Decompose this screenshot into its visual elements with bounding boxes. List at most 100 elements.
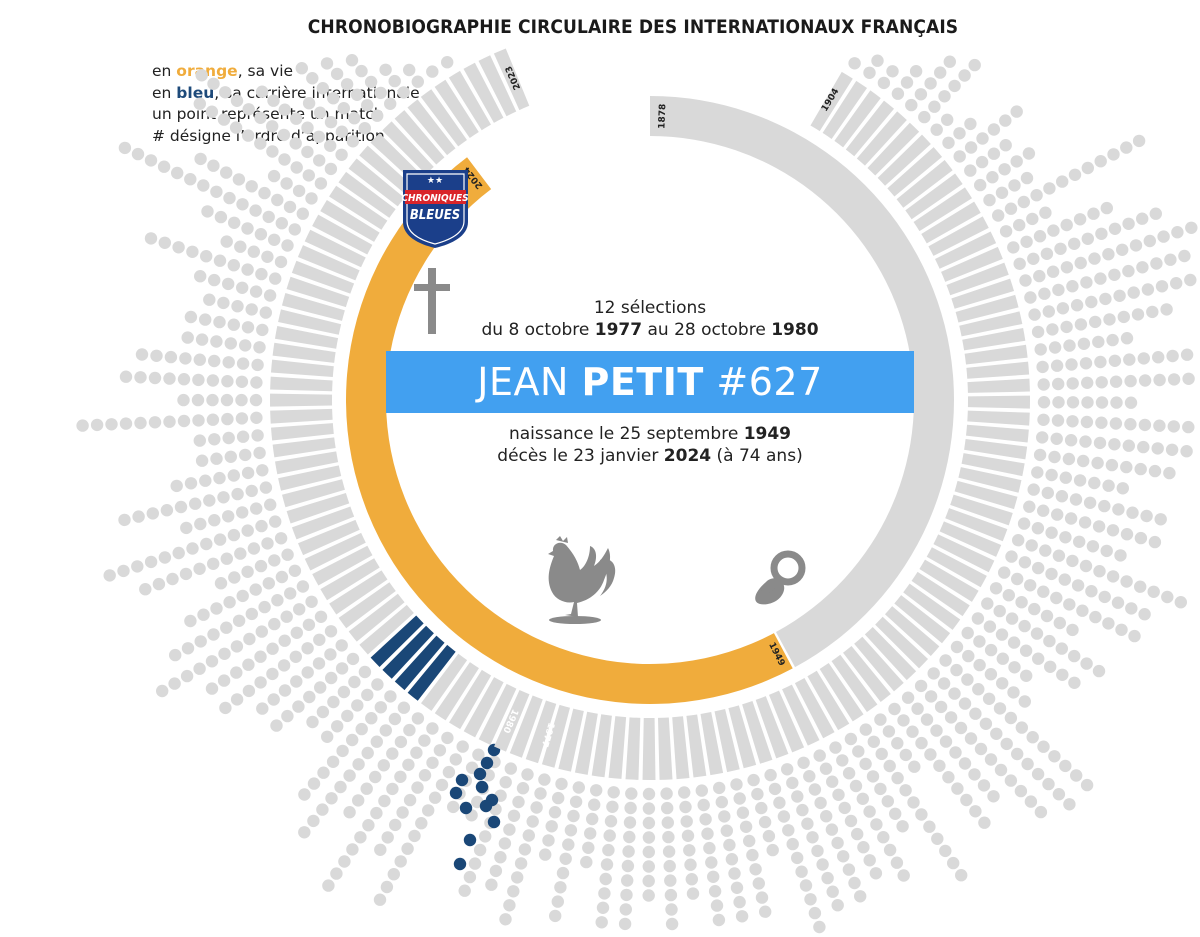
match-dot: [549, 909, 562, 923]
year-segment: [394, 110, 445, 165]
match-dot: [160, 504, 174, 517]
match-dot: [324, 139, 337, 152]
career-match-dot: [480, 756, 494, 770]
match-dot: [324, 162, 338, 176]
match-dot: [193, 353, 206, 366]
match-dot: [1100, 544, 1113, 558]
match-dot: [301, 642, 314, 655]
match-dot: [1167, 373, 1181, 386]
match-dot: [503, 823, 516, 836]
match-dot: [871, 54, 884, 67]
match-dot: [1023, 579, 1037, 592]
match-dot: [1140, 509, 1153, 523]
match-dot: [518, 843, 532, 856]
match-dot: [900, 76, 914, 89]
year-segment: [338, 171, 396, 218]
match-dot: [250, 502, 263, 515]
career-match-dot: [459, 801, 473, 815]
match-dot: [189, 497, 202, 510]
year-segment: [955, 294, 1019, 323]
match-dot: [642, 816, 656, 830]
match-dot: [388, 712, 402, 726]
match-dot: [953, 150, 966, 163]
year-segment: [272, 342, 336, 363]
match-dot: [1066, 280, 1079, 293]
match-dot: [1120, 332, 1134, 345]
match-dot: [781, 763, 794, 776]
match-dot: [1053, 616, 1067, 630]
match-dot: [939, 654, 952, 667]
match-dot: [1011, 572, 1024, 586]
match-dot: [1170, 277, 1183, 290]
match-dot: [797, 756, 810, 769]
match-dot: [271, 594, 284, 607]
match-dot: [1080, 276, 1093, 289]
match-dot: [863, 66, 876, 80]
match-dot: [1021, 757, 1034, 771]
year-segment: [834, 90, 881, 148]
match-dot: [410, 746, 423, 759]
match-dot: [1037, 585, 1050, 598]
match-dot: [456, 740, 469, 753]
match-dot: [924, 690, 938, 703]
match-dot: [203, 293, 216, 306]
match-dot: [996, 652, 1009, 665]
match-dot: [255, 267, 268, 281]
match-dot: [915, 808, 928, 821]
match-dot: [479, 830, 492, 843]
legend-blue-word: bleu: [176, 83, 215, 102]
match-dot: [242, 129, 255, 142]
match-dot: [1108, 354, 1122, 367]
match-dot: [930, 123, 943, 136]
match-dot: [389, 818, 402, 832]
match-dot: [1059, 531, 1072, 544]
match-dot: [433, 744, 447, 757]
career-year-segment: [394, 635, 445, 691]
match-dot: [710, 899, 724, 912]
career-match-dot: [463, 833, 477, 847]
match-dot: [258, 600, 271, 614]
match-dot: [930, 724, 943, 737]
match-dot: [964, 732, 978, 745]
year-segment: [329, 185, 388, 230]
match-dot: [1184, 273, 1197, 287]
match-dot: [254, 228, 268, 241]
match-dot: [990, 727, 1003, 740]
year-segment: [541, 704, 570, 768]
match-dot: [224, 337, 237, 350]
match-dot: [335, 148, 348, 161]
match-dot: [1108, 438, 1121, 451]
match-dot: [249, 204, 262, 217]
match-dot: [144, 154, 158, 167]
match-dot: [777, 810, 791, 823]
match-dot: [507, 885, 520, 898]
match-dot: [195, 333, 209, 346]
match-dot: [1147, 585, 1160, 598]
match-dot: [303, 690, 316, 704]
match-dot: [870, 818, 883, 831]
match-dot: [213, 254, 227, 267]
match-dot: [236, 198, 249, 211]
match-dot: [316, 705, 330, 719]
match-dot: [245, 484, 258, 498]
match-dot: [1043, 182, 1056, 195]
match-dot: [284, 587, 297, 600]
year-segment: [919, 559, 979, 602]
match-dot: [278, 634, 291, 647]
match-dot: [869, 867, 883, 880]
match-dot: [1081, 232, 1095, 245]
match-dot: [369, 770, 382, 784]
match-dot: [782, 824, 795, 837]
match-dot: [881, 795, 894, 808]
match-dot: [1046, 265, 1060, 278]
match-dot: [374, 843, 387, 856]
year-segment: [714, 709, 740, 773]
match-dot: [642, 802, 656, 815]
match-dot: [177, 373, 191, 386]
match-dot: [288, 223, 301, 236]
match-dot: [684, 858, 697, 871]
match-dot: [897, 869, 910, 882]
match-dot: [548, 806, 562, 819]
year-segment: [755, 696, 789, 759]
match-dot: [901, 691, 915, 704]
